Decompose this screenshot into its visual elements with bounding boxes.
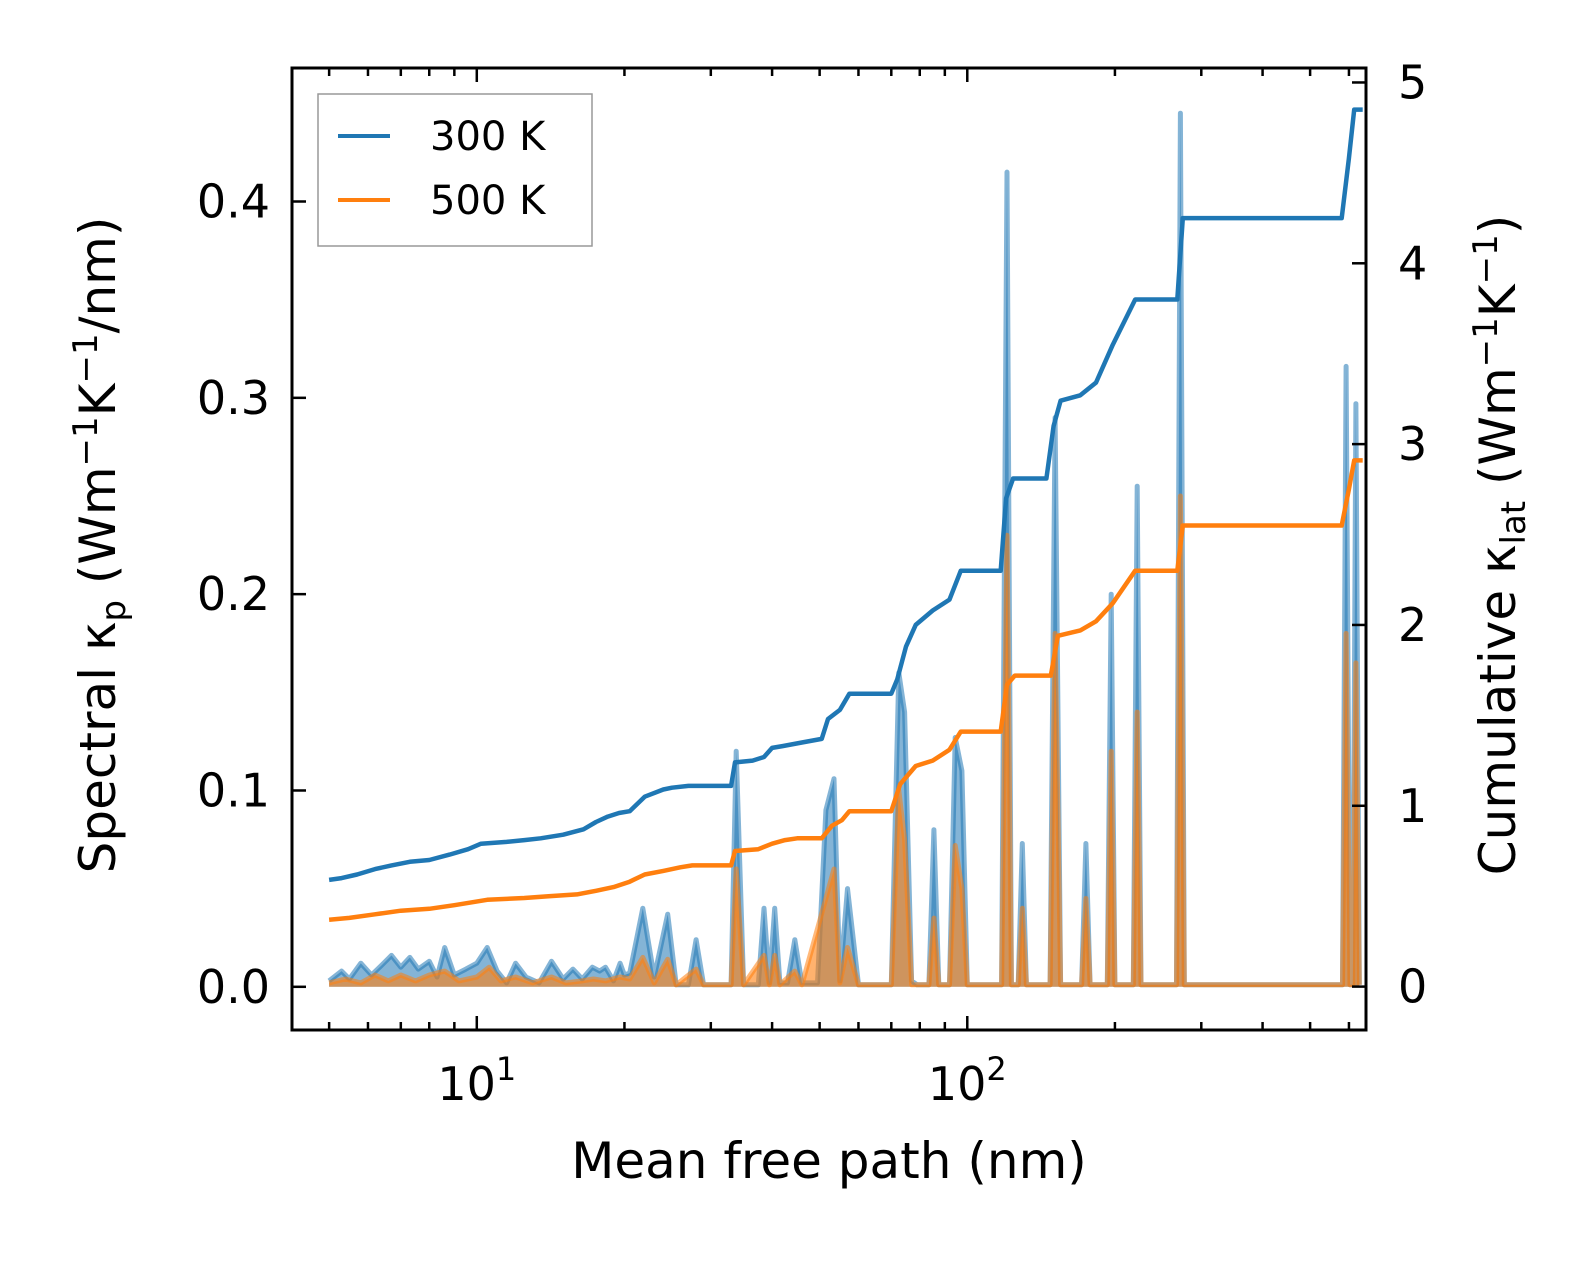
legend: 300 K 500 K [317, 93, 593, 247]
cumulative-line-300k [328, 107, 1363, 883]
y-right-tick-label: 2 [1398, 598, 1427, 652]
y-left-tick-label: 0.4 [197, 175, 270, 229]
cumulative-line-500k [328, 458, 1363, 922]
x-axis-title: Mean free path (nm) [571, 1132, 1087, 1190]
y-right-tick-label: 0 [1398, 960, 1427, 1014]
y-left-axis-title: Spectral κp (Wm−1K−1/nm) [66, 217, 134, 874]
spectral-series-group [327, 110, 1362, 988]
legend-label-500k: 500 K [430, 178, 547, 224]
y-left-tick-labels: 0.0 0.1 0.2 0.3 0.4 [197, 175, 270, 1014]
y-right-tick-label: 5 [1398, 55, 1427, 109]
y-right-tick-labels: 0 1 2 3 4 5 [1398, 55, 1427, 1013]
y-left-tick-label: 0.1 [197, 763, 270, 817]
y-right-tick-label: 3 [1398, 417, 1427, 471]
y-left-tick-label: 0.3 [197, 371, 270, 425]
legend-frame [317, 93, 593, 247]
y-left-tick-label: 0.2 [197, 567, 270, 621]
cumulative-series-group [328, 107, 1363, 922]
legend-label-300k: 300 K [430, 114, 547, 160]
x-tick-labels: 101 102 [437, 1050, 1006, 1111]
x-tick-label: 101 [437, 1050, 516, 1111]
y-right-tick-label: 4 [1398, 236, 1427, 290]
plot-frame [290, 66, 1368, 1032]
x-tick-label: 102 [928, 1050, 1007, 1111]
y-right-tick-label: 1 [1398, 779, 1427, 833]
y-right-axis-title: Cumulative κlat (Wm−1K−1) [1466, 215, 1534, 875]
spectral-line-500k [328, 493, 1362, 988]
y-left-tick-label: 0.0 [197, 960, 270, 1014]
